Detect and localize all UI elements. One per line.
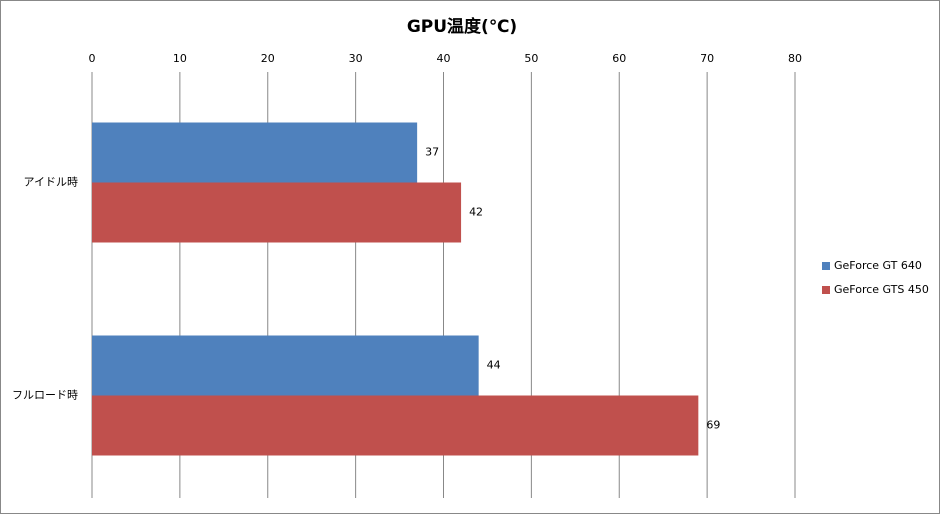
value-label: 42 [469,206,483,219]
x-tick-label: 70 [700,52,714,65]
bar [92,395,699,456]
bar [92,122,418,183]
chart-title: GPU温度(℃) [407,16,517,37]
x-tick-label: 80 [788,52,802,65]
x-tick-label: 20 [261,52,275,65]
x-tick-label: 10 [173,52,187,65]
x-tick-label: 50 [524,52,538,65]
x-tick-label: 60 [612,52,626,65]
legend-label: GeForce GTS 450 [834,283,929,296]
value-label: 37 [425,146,439,159]
legend-label: GeForce GT 640 [834,259,922,272]
y-tick-label: アイドル時 [24,176,78,189]
bar [92,182,462,243]
bar [92,335,479,396]
legend-swatch [822,286,830,294]
x-tick-label: 0 [89,52,96,65]
x-tick-label: 30 [349,52,363,65]
value-label: 69 [706,419,720,432]
x-tick-label: 40 [437,52,451,65]
y-tick-label: フルロード時 [12,389,78,402]
value-label: 44 [487,359,501,372]
legend-swatch [822,262,830,270]
